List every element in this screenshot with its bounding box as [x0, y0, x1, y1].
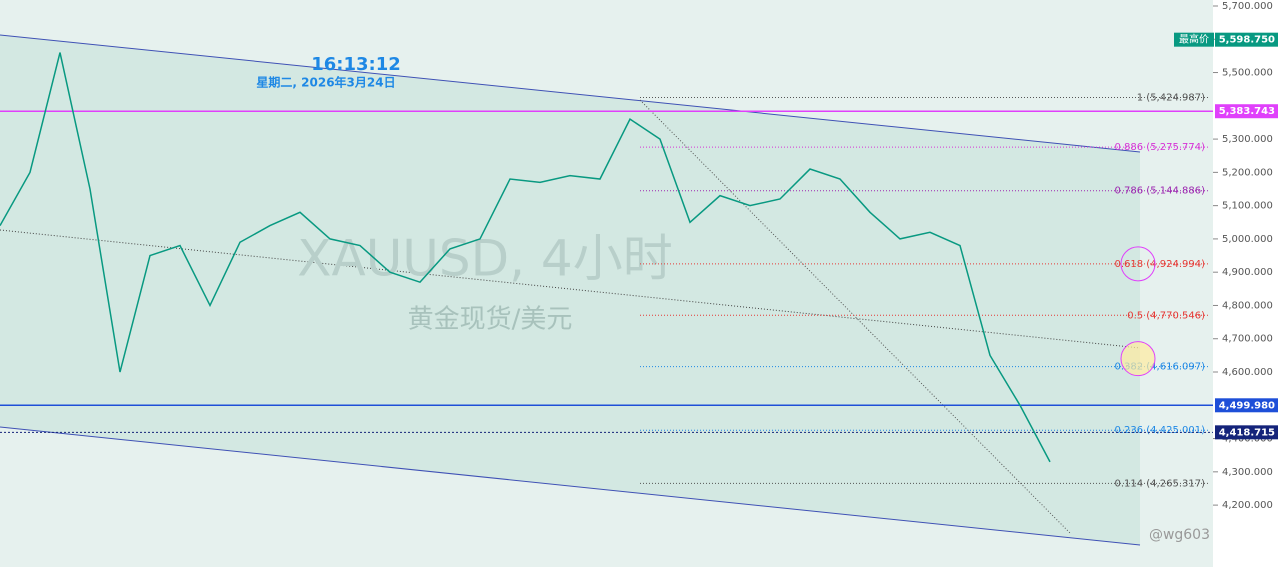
- channel-lower: [0, 426, 1141, 546]
- y-tick-label: 4,300.000: [1222, 467, 1273, 478]
- fib-label: 0.114 (4,265.317): [1114, 478, 1205, 489]
- channel-upper: [0, 34, 1141, 153]
- price-box: [1215, 425, 1278, 440]
- fib-label: 0.886 (5,275.774): [1114, 142, 1205, 153]
- y-tick-label: 4,200.000: [1222, 500, 1273, 511]
- price-box: [1215, 104, 1278, 119]
- channel: [0, 35, 1140, 545]
- clock: 16:13:12: [311, 54, 401, 75]
- price-box: [1215, 398, 1278, 413]
- y-tick-label: 5,200.000: [1222, 167, 1273, 178]
- y-tick-label: 5,300.000: [1222, 134, 1273, 145]
- y-tick-label: 4,900.000: [1222, 267, 1273, 278]
- y-tick-label: 4,600.000: [1222, 367, 1273, 378]
- price-value: 5,598.750: [1219, 35, 1275, 46]
- channel-mid: [0, 229, 1141, 349]
- price-value: 4,418.715: [1219, 427, 1275, 438]
- watermark-symbol: XAUUSD, 4小时: [297, 230, 673, 288]
- watermark-user: @wg603: [1149, 527, 1210, 543]
- highlight: [1120, 341, 1156, 377]
- price-line-series: [0, 52, 1051, 463]
- date: 星期二, 2026年3月24日: [256, 75, 395, 90]
- fib-label: 0.236 (4,425.001): [1114, 425, 1205, 436]
- highlight: [1120, 246, 1156, 282]
- price-name: 最高价: [1179, 33, 1209, 46]
- price-value: 5,383.743: [1219, 106, 1275, 117]
- fib-label: 0.618 (4,924.994): [1114, 259, 1205, 270]
- fib-label: 0.786 (5,144.886): [1114, 186, 1205, 197]
- price-tag: [1174, 32, 1214, 47]
- y-tick-label: 5,000.000: [1222, 234, 1273, 245]
- watermark-name: 黄金现货/美元: [408, 305, 573, 335]
- price-box: [1215, 32, 1278, 47]
- y-tick-label: 4,700.000: [1222, 334, 1273, 345]
- price-axis: [1213, 0, 1280, 567]
- y-tick-label: 5,700.000: [1222, 1, 1273, 12]
- fib-label: 1 (5,424.987): [1137, 92, 1205, 103]
- price-value: 4,499.980: [1219, 400, 1275, 411]
- y-tick-label: 4,800.000: [1222, 300, 1273, 311]
- y-tick-label: 5,500.000: [1222, 68, 1273, 79]
- y-tick-label: 5,100.000: [1222, 201, 1273, 212]
- fib-label: 0.382 (4,616.097): [1114, 362, 1205, 373]
- fib-label: 0.5 (4,770.546): [1127, 310, 1205, 321]
